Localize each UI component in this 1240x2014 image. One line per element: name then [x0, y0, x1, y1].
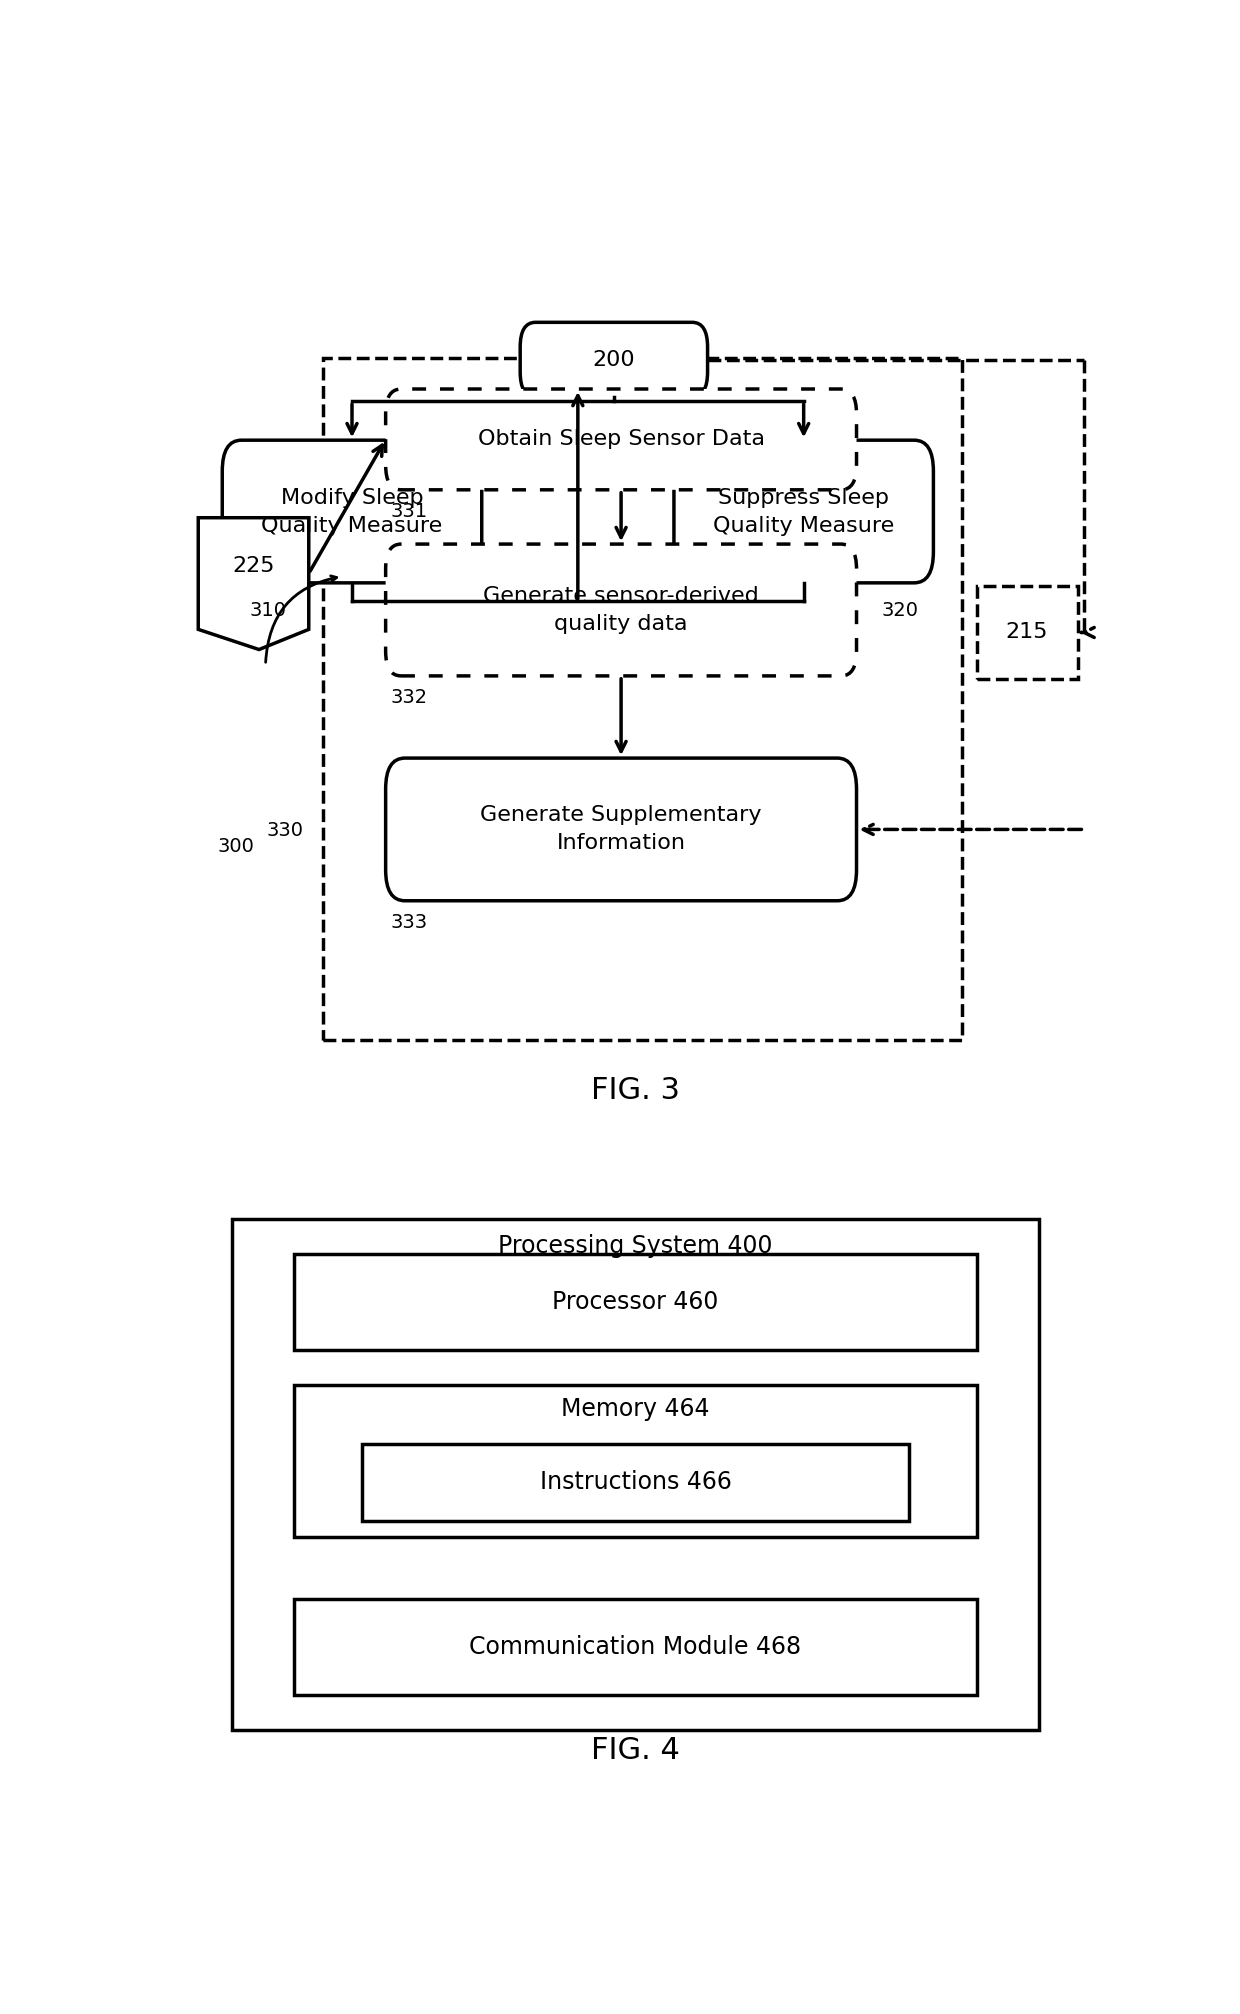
Bar [294, 1384, 977, 1537]
Text: 300: 300 [217, 838, 254, 856]
Text: 310: 310 [249, 602, 286, 620]
Text: Suppress Sleep
Quality Measure: Suppress Sleep Quality Measure [713, 487, 894, 536]
Text: 332: 332 [391, 689, 428, 707]
Text: Generate Supplementary
Information: Generate Supplementary Information [480, 806, 761, 854]
FancyBboxPatch shape [386, 757, 857, 900]
Text: Modify Sleep
Quality Measure: Modify Sleep Quality Measure [262, 487, 443, 536]
Bar [294, 1255, 977, 1351]
Text: 200: 200 [593, 350, 635, 369]
Bar [294, 1599, 977, 1694]
FancyBboxPatch shape [675, 441, 934, 582]
FancyBboxPatch shape [386, 389, 857, 489]
Text: FIG. 3: FIG. 3 [591, 1075, 680, 1106]
Text: 320: 320 [882, 602, 919, 620]
Bar [232, 1218, 1039, 1730]
Polygon shape [198, 518, 309, 651]
Text: 333: 333 [391, 912, 428, 932]
Text: Generate sensor-derived
quality data: Generate sensor-derived quality data [484, 586, 759, 634]
Text: Memory 464: Memory 464 [562, 1398, 709, 1422]
Text: Obtain Sleep Sensor Data: Obtain Sleep Sensor Data [477, 429, 765, 449]
Bar [977, 586, 1078, 679]
FancyBboxPatch shape [521, 322, 708, 397]
Text: FIG. 4: FIG. 4 [591, 1736, 680, 1764]
Text: 225: 225 [232, 556, 275, 576]
Text: 331: 331 [391, 501, 428, 522]
Text: Communication Module 468: Communication Module 468 [470, 1635, 801, 1660]
Bar [362, 1444, 909, 1521]
FancyBboxPatch shape [386, 544, 857, 677]
Text: Processor 460: Processor 460 [552, 1291, 719, 1315]
FancyBboxPatch shape [222, 441, 481, 582]
Text: 330: 330 [267, 822, 304, 840]
Text: Instructions 466: Instructions 466 [539, 1470, 732, 1494]
Text: 215: 215 [1006, 622, 1048, 642]
Text: Processing System 400: Processing System 400 [498, 1235, 773, 1259]
Bar [324, 358, 962, 1041]
